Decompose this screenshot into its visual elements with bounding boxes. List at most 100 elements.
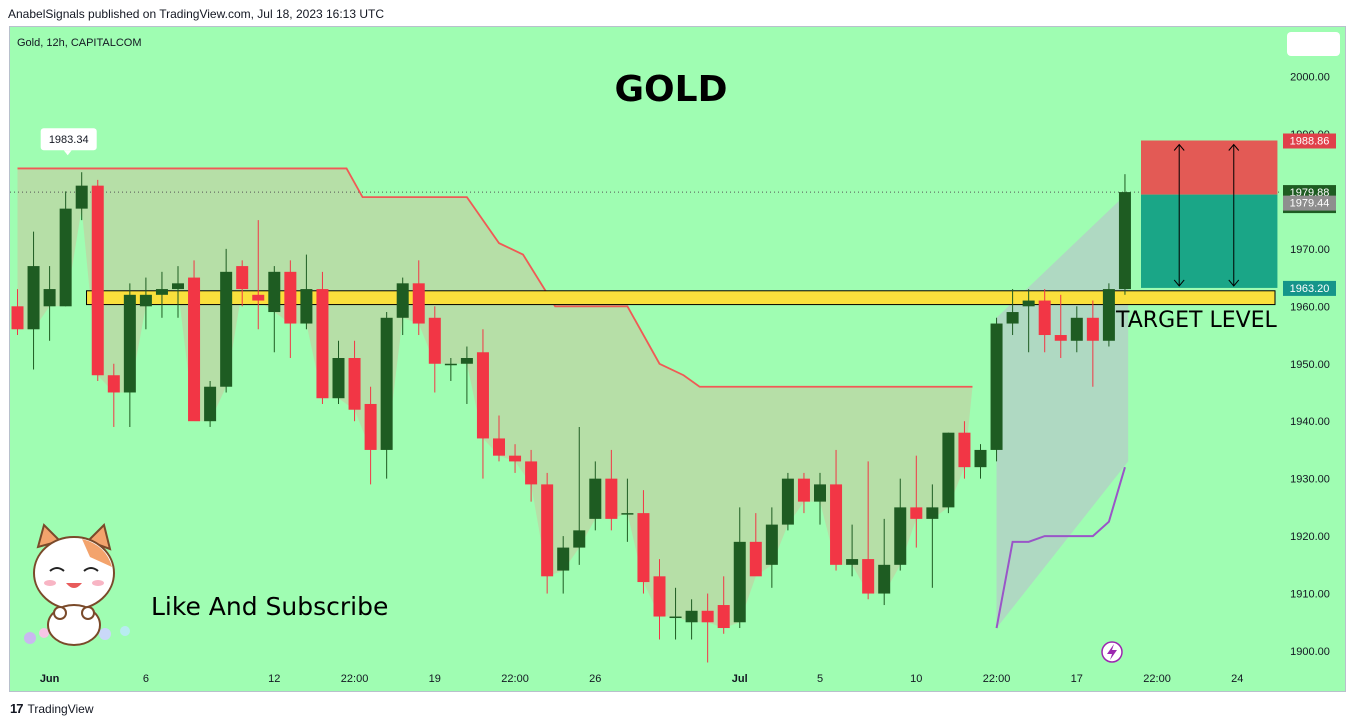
candle-body — [557, 547, 570, 571]
target-level-band — [86, 290, 1276, 306]
scale-menu-button[interactable] — [1287, 32, 1340, 56]
candle-body — [1022, 300, 1035, 307]
candle-body — [1054, 335, 1067, 341]
x-tick-label: 19 — [429, 673, 441, 685]
chart-title: GOLD — [615, 69, 728, 110]
arrow-head-down — [1228, 279, 1240, 287]
candle-body — [717, 605, 730, 629]
candle-body — [460, 358, 473, 364]
candle-body — [621, 513, 634, 515]
candle-body — [332, 358, 345, 399]
y-tick-label: 2000.00 — [1290, 72, 1330, 84]
x-tick-label: 22:00 — [1143, 673, 1171, 685]
x-tick-label: 17 — [1071, 673, 1083, 685]
candle-body — [1118, 192, 1131, 290]
high-marker-pointer — [63, 150, 72, 156]
x-tick-label: 12 — [268, 673, 280, 685]
candle-body — [573, 530, 586, 548]
candle-body — [123, 294, 136, 393]
target-zone — [1141, 194, 1278, 288]
x-tick-label: 10 — [910, 673, 922, 685]
candle-body — [11, 306, 24, 330]
candle-body — [926, 507, 939, 519]
published-header: AnabelSignals published on TradingView.c… — [8, 7, 385, 21]
price-label-target: 1979.44 — [1290, 198, 1330, 210]
candle-body — [1006, 312, 1019, 324]
candle-body — [942, 432, 955, 508]
cloud-upper-line — [17, 167, 973, 388]
price-label-stop: 1988.86 — [1290, 135, 1330, 147]
candle-body — [797, 478, 810, 502]
x-tick-label: 26 — [589, 673, 601, 685]
candle-body — [428, 317, 441, 364]
candle-body — [155, 289, 168, 295]
x-tick-label: 22:00 — [341, 673, 369, 685]
cat-mascot-icon — [24, 523, 130, 646]
y-tick-label: 1930.00 — [1290, 474, 1330, 486]
candle-body — [300, 289, 313, 324]
candle-body — [814, 484, 826, 502]
candle-body — [364, 403, 377, 450]
candle-body — [749, 541, 762, 577]
price-label-box — [1283, 195, 1336, 211]
candle-body — [669, 616, 682, 619]
like-subscribe-text: Like And Subscribe — [151, 592, 388, 621]
candle-body — [878, 564, 891, 594]
candle-body — [509, 455, 522, 462]
candle-body — [685, 610, 698, 623]
x-tick-label: 6 — [143, 673, 149, 685]
candle-body — [605, 478, 618, 519]
y-tick-label: 1970.00 — [1290, 244, 1330, 256]
candle-body — [1102, 289, 1115, 341]
candle-body — [444, 363, 457, 366]
candle-body — [493, 438, 505, 456]
candle-body — [846, 559, 859, 565]
flash-icon[interactable] — [1101, 641, 1123, 663]
candle-body — [139, 294, 152, 307]
stop-zone — [1141, 140, 1278, 195]
arrow-head-down — [1173, 279, 1185, 287]
y-tick-label: 1910.00 — [1290, 589, 1330, 601]
tradingview-logo-icon: 17 — [10, 701, 24, 716]
x-tick-label: Jun — [40, 673, 60, 685]
candle-body — [396, 283, 409, 318]
arrow-head-up — [1228, 143, 1240, 151]
candle-body — [525, 461, 538, 485]
candle-body — [75, 185, 88, 209]
candle-body — [894, 507, 907, 565]
price-label-box — [1283, 133, 1336, 149]
candle-body — [348, 358, 361, 410]
candle-body — [43, 289, 56, 307]
candle-body — [958, 432, 971, 468]
candle-body — [1086, 317, 1099, 341]
candle-body — [59, 208, 72, 307]
candle-body — [204, 386, 217, 422]
candle-body — [733, 541, 746, 623]
footer: 17 TradingView — [10, 701, 94, 716]
arrow-head-up — [1173, 143, 1185, 151]
chart-frame: 1900.00 1910.00 1920.00 1930.00 1940.00 1950.… — [9, 26, 1346, 692]
x-tick-label: 5 — [817, 673, 823, 685]
high-marker-label: 1983.34 — [49, 134, 89, 146]
x-tick-label: 22:00 — [983, 673, 1011, 685]
candle-body — [188, 277, 201, 422]
candle-body — [1070, 317, 1083, 341]
candle-body — [476, 352, 489, 439]
candle-body — [284, 271, 297, 324]
candle-body — [1038, 300, 1051, 336]
cloud-fill — [17, 168, 973, 629]
candle-body — [974, 449, 987, 468]
y-tick-label: 1900.00 — [1290, 646, 1330, 658]
footer-brand[interactable]: TradingView — [27, 701, 94, 716]
x-tick-label: Jul — [732, 673, 748, 685]
target-level-label: TARGET LEVEL — [1115, 308, 1278, 333]
candle-body — [830, 484, 843, 565]
candle-body — [990, 323, 1003, 450]
x-tick-label: 22:00 — [501, 673, 529, 685]
candle-body — [637, 513, 650, 583]
candle-body — [252, 294, 265, 301]
candle-body — [91, 185, 104, 376]
price-label-entry: 1963.20 — [1290, 283, 1330, 295]
candle-body — [541, 484, 554, 577]
gold-chart: 1900.00 1910.00 1920.00 1930.00 1940.00 1950.… — [10, 27, 1345, 691]
